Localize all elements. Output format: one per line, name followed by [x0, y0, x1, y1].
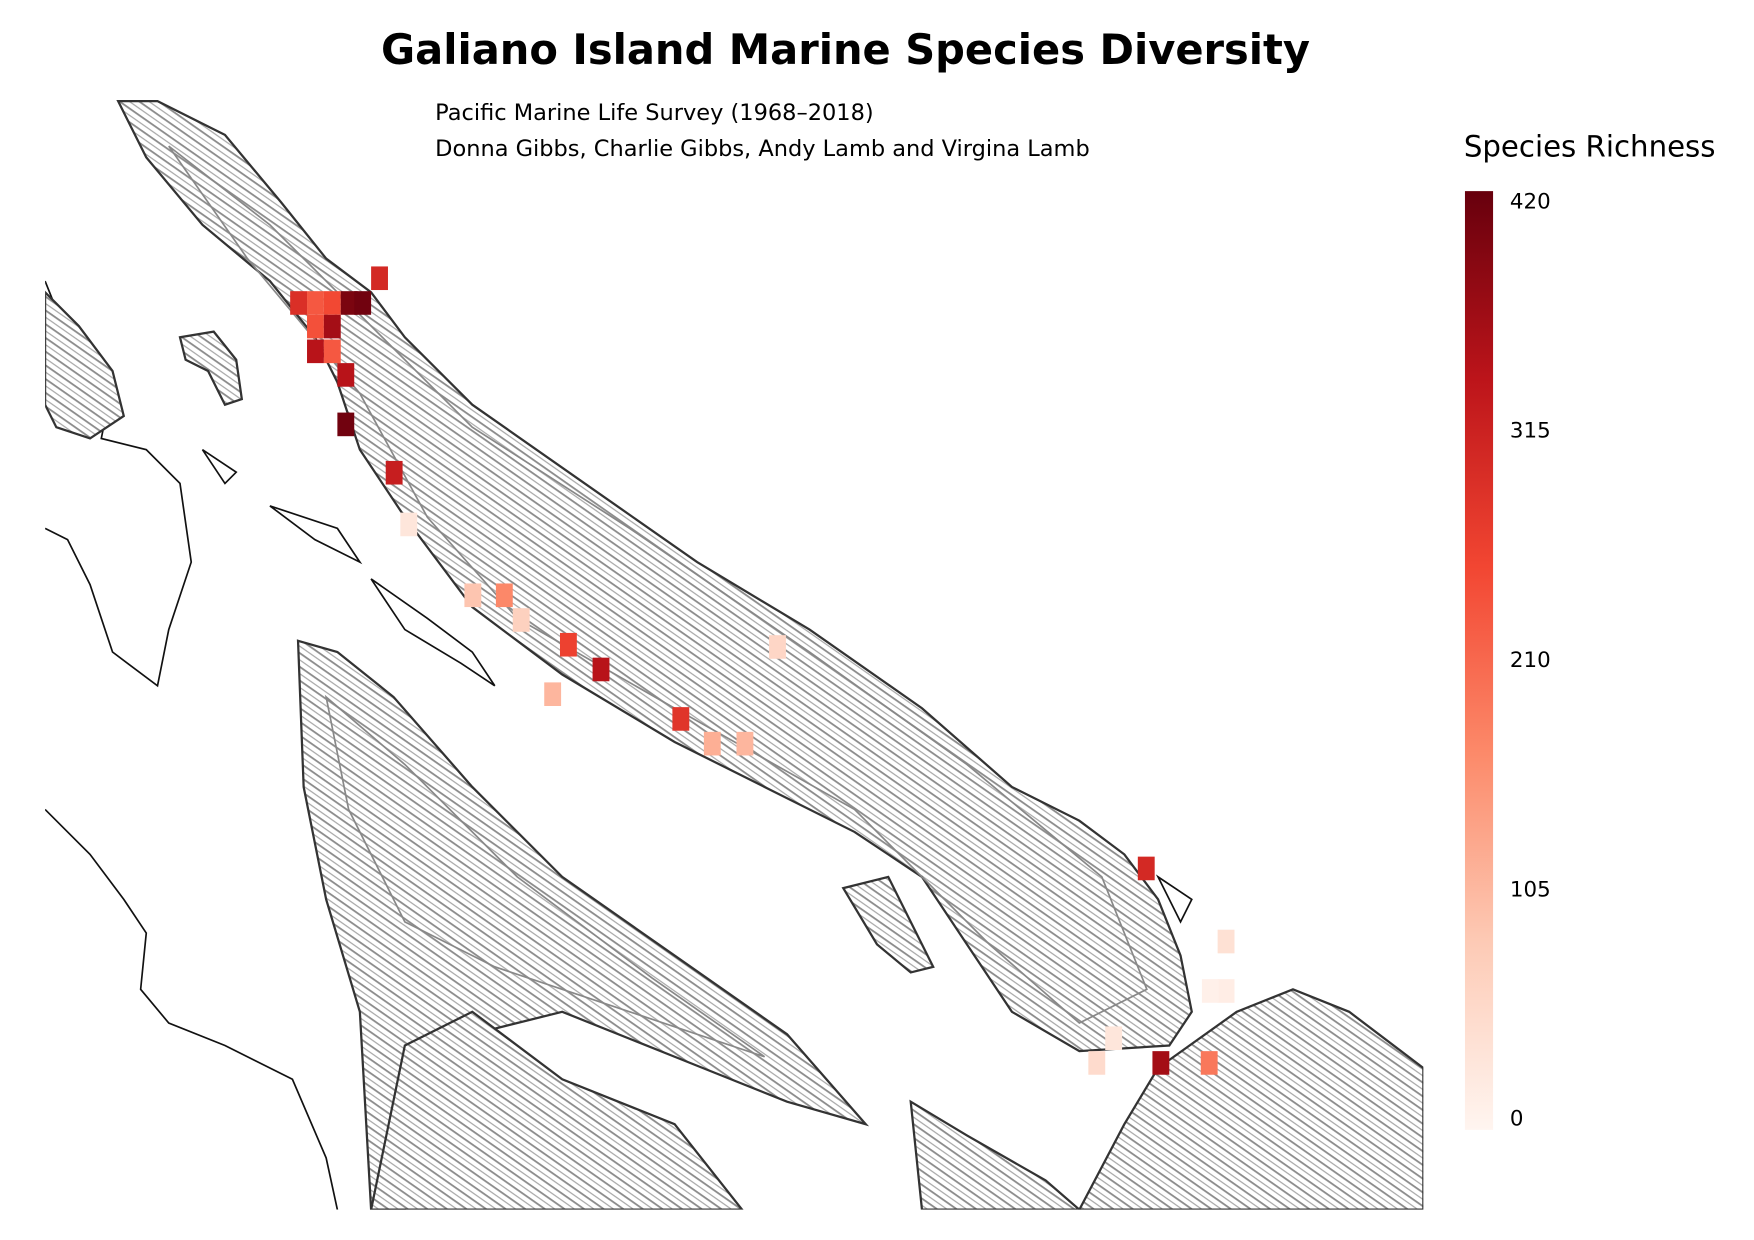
richness-cell — [495, 583, 513, 608]
richness-cell — [1217, 979, 1235, 1003]
south-west-contour — [324, 694, 766, 1058]
richness-cell — [512, 608, 530, 632]
richness-cell — [464, 583, 482, 608]
richness-cell — [323, 291, 341, 315]
island-mid — [841, 875, 935, 974]
basemap — [45, 100, 1424, 1210]
subtitle: Pacific Marine Life Survey (1968–2018) — [435, 100, 873, 126]
richness-cell — [307, 314, 324, 339]
title: Galiano Island Marine Species Diversity — [381, 25, 1310, 74]
richness-cell — [337, 363, 355, 387]
richness-cell — [1105, 1026, 1123, 1051]
colorbar-tick-label: 420 — [1510, 189, 1551, 214]
richness-cell — [307, 291, 324, 315]
richness-cell — [703, 731, 721, 756]
colorbar-tick-label: 0 — [1510, 1107, 1524, 1132]
colorbar-tick-label: 315 — [1510, 419, 1551, 444]
richness-cell — [544, 682, 562, 707]
colorbar: 0 105 210 315 420 — [1464, 189, 1551, 1132]
small-island — [178, 330, 244, 407]
richness-cell — [736, 731, 754, 756]
galiano-contour — [168, 145, 1148, 1025]
island-west-top — [45, 290, 126, 440]
island-bottom — [909, 1099, 1082, 1210]
colorbar-tick-label: 105 — [1510, 877, 1551, 902]
richness-cell — [1137, 856, 1155, 881]
richness-cell — [400, 512, 418, 537]
richness-cell — [323, 314, 341, 339]
island-south-east — [1078, 988, 1424, 1210]
legend-title: Species Richness — [1464, 129, 1716, 163]
richness-cell — [1200, 1051, 1218, 1075]
subtitle: Donna Gibbs, Charlie Gibbs, Andy Lamb an… — [435, 136, 1090, 162]
richness-cell — [323, 339, 341, 364]
richness-cell — [1152, 1051, 1170, 1075]
colorbar-fill — [1464, 191, 1494, 1130]
richness-cell — [290, 291, 308, 315]
richness-cell — [337, 412, 355, 437]
richness-cell — [340, 291, 358, 315]
islets — [201, 448, 1193, 924]
richness-cells — [290, 266, 1235, 1075]
richness-cell — [559, 632, 577, 657]
richness-cell — [592, 657, 610, 682]
galiano-island — [116, 100, 1193, 1053]
island-south — [369, 1010, 744, 1210]
richness-cell — [354, 291, 372, 315]
richness-cell — [307, 339, 324, 364]
richness-cell — [1217, 929, 1235, 954]
richness-cell — [1088, 1051, 1106, 1075]
richness-cell — [769, 635, 786, 659]
richness-cell — [385, 460, 403, 485]
richness-cell — [371, 266, 388, 291]
colorbar-tick-label: 210 — [1510, 648, 1551, 673]
richness-cell — [672, 707, 690, 731]
richness-cell — [1201, 979, 1219, 1003]
